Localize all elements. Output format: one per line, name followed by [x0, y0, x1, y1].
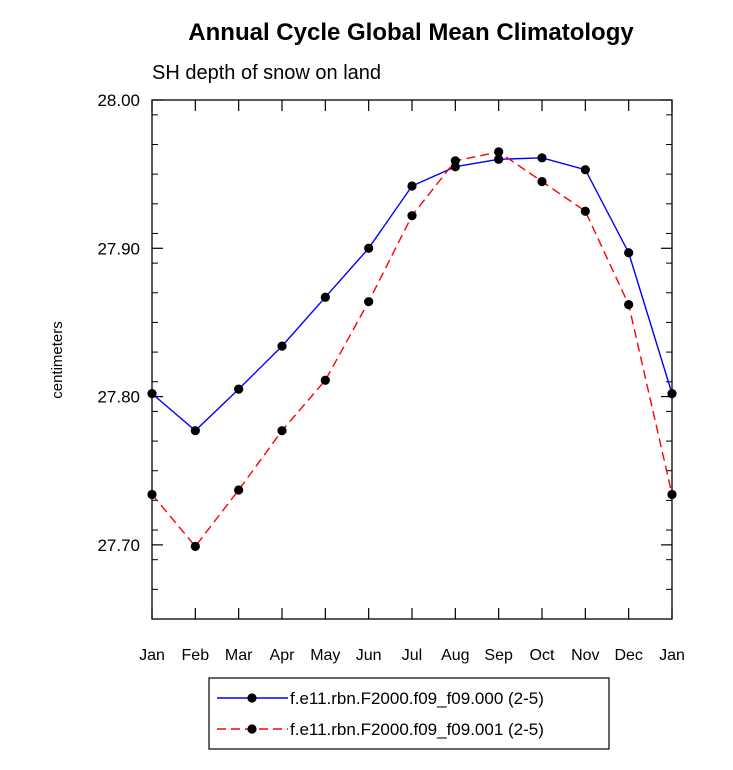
data-point [277, 341, 287, 351]
data-point [234, 485, 244, 495]
legend-item: f.e11.rbn.F2000.f09_f09.000 (2-5) [217, 689, 544, 708]
data-point [667, 389, 677, 399]
x-tick-labels: Jan Feb Mar Apr May Jun Jul Aug Sep Oct Nov Dec Jan [139, 647, 685, 664]
legend-label: f.e11.rbn.F2000.f09_f09.001 (2-5) [290, 720, 544, 739]
data-point [450, 156, 460, 166]
legend-marker [247, 693, 257, 703]
series-layer [147, 147, 677, 551]
chart-title: Annual Cycle Global Mean Climatology [188, 19, 634, 46]
data-point [320, 375, 330, 385]
x-tick-label: Apr [270, 647, 296, 664]
legend-label: f.e11.rbn.F2000.f09_f09.000 (2-5) [290, 689, 544, 708]
data-point [277, 426, 287, 436]
data-point [190, 541, 200, 551]
data-point [407, 181, 417, 191]
x-tick-label: Nov [571, 647, 599, 664]
y-tick-labels: 27.70 27.80 27.90 28.00 [97, 91, 140, 555]
axis-ticks [151, 99, 673, 620]
data-point [320, 292, 330, 302]
data-point [364, 297, 374, 307]
legend: f.e11.rbn.F2000.f09_f09.000 (2-5) f.e11.r… [208, 677, 610, 750]
data-point [190, 426, 200, 436]
legend-item: f.e11.rbn.F2000.f09_f09.001 (2-5) [217, 720, 544, 739]
legend-box [208, 677, 610, 750]
x-tick-label: Feb [182, 647, 210, 664]
data-point [234, 384, 244, 394]
data-point [624, 248, 634, 258]
data-point [580, 165, 590, 175]
x-tick-label: Jun [356, 647, 382, 664]
data-point [147, 389, 157, 399]
data-point [147, 489, 157, 500]
y-tick-label: 27.90 [97, 239, 140, 258]
data-point [364, 243, 374, 253]
series-line [151, 157, 673, 432]
y-tick-label: 28.00 [97, 91, 140, 110]
x-tick-label: Sep [484, 647, 513, 664]
x-tick-label: Mar [225, 647, 253, 664]
x-tick-label: Jan [659, 647, 685, 664]
data-point [580, 206, 590, 216]
x-tick-label: Jul [402, 647, 422, 664]
plot-frame [151, 99, 673, 620]
x-tick-label: Oct [530, 647, 555, 664]
series-0 [147, 153, 677, 436]
data-point [667, 489, 677, 500]
y-axis-label: centimeters [49, 321, 66, 399]
y-tick-label: 27.70 [97, 536, 140, 555]
series-1 [147, 147, 677, 551]
data-point [407, 211, 417, 221]
x-tick-label: Jan [139, 647, 165, 664]
x-tick-label: Aug [441, 647, 469, 664]
data-point [537, 153, 547, 163]
legend-items: f.e11.rbn.F2000.f09_f09.000 (2-5) f.e11.r… [217, 689, 544, 739]
data-point [537, 176, 547, 187]
legend-marker [247, 724, 257, 734]
x-tick-label: Dec [614, 647, 642, 664]
chart-subtitle: SH depth of snow on land [152, 62, 381, 84]
x-tick-label: May [310, 647, 340, 664]
data-point [624, 300, 634, 310]
data-point [494, 154, 504, 164]
data-point [494, 147, 504, 157]
y-tick-label: 27.80 [97, 388, 140, 407]
